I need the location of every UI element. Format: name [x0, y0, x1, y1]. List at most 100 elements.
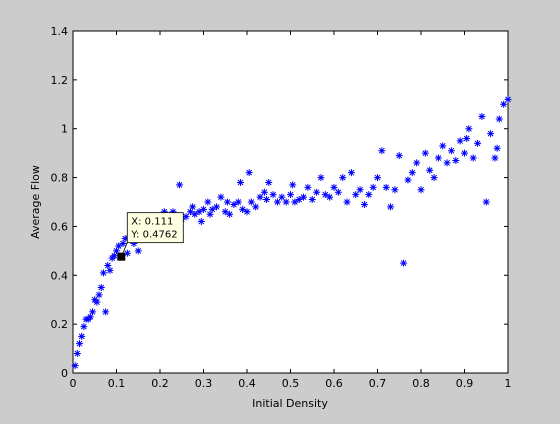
data-point	[169, 208, 177, 216]
data-point	[365, 191, 373, 199]
data-point	[491, 154, 499, 162]
data-point	[206, 210, 214, 218]
x-tick-label: 1	[505, 377, 512, 390]
y-tick-label: 0.4	[51, 269, 69, 282]
data-point	[119, 240, 127, 248]
data-point	[295, 196, 303, 204]
data-point	[382, 183, 390, 191]
data-point	[80, 323, 88, 331]
data-point	[236, 178, 244, 186]
data-point	[265, 178, 273, 186]
data-point	[287, 191, 294, 199]
data-point	[234, 198, 242, 206]
data-point	[404, 176, 412, 184]
data-point	[89, 308, 97, 316]
data-point	[495, 115, 503, 123]
data-point	[245, 169, 253, 177]
data-point	[474, 139, 482, 147]
x-tick-label: 0.4	[238, 377, 256, 390]
data-point	[189, 203, 197, 211]
data-point	[102, 308, 110, 316]
y-tick-label: 0.6	[51, 220, 69, 233]
x-tick-label: 0.9	[456, 377, 474, 390]
data-point	[304, 183, 312, 191]
datatip-box[interactable]	[126, 212, 184, 244]
data-point	[134, 247, 142, 255]
data-point	[239, 205, 247, 213]
data-point	[113, 247, 120, 255]
data-point	[97, 284, 105, 291]
data-point	[289, 181, 297, 189]
data-point	[313, 188, 321, 196]
data-point	[360, 200, 368, 208]
data-point	[339, 174, 347, 182]
data-point	[413, 159, 421, 167]
data-point	[123, 249, 131, 257]
data-point	[115, 242, 123, 250]
data-point	[352, 191, 360, 199]
data-point	[400, 259, 408, 267]
data-point	[99, 269, 107, 277]
data-point	[256, 193, 264, 201]
x-axis: 0 0.1 0.2 0.3 0.4 0.5 0.6 0.7 0.8 0.9 1	[70, 31, 512, 390]
data-point	[200, 205, 207, 213]
data-point	[334, 188, 342, 196]
data-point	[461, 149, 468, 157]
data-point	[78, 332, 86, 340]
datatip[interactable]: X: 0.111 Y: 0.4762	[117, 212, 184, 261]
data-point	[439, 142, 447, 150]
data-point	[465, 125, 473, 133]
data-point	[504, 95, 512, 103]
data-point	[104, 262, 112, 270]
data-point	[291, 198, 299, 206]
y-tick-label: 1	[61, 123, 68, 136]
data-point	[391, 186, 399, 194]
x-tick-label: 0.5	[282, 377, 300, 390]
y-tick-label: 1.4	[51, 25, 69, 38]
data-point	[369, 183, 377, 191]
data-point	[343, 198, 351, 206]
data-point	[204, 198, 212, 206]
data-point	[395, 152, 403, 160]
data-point	[426, 166, 434, 174]
data-point	[469, 154, 477, 162]
data-point	[208, 205, 216, 213]
x-axis-label: Initial Density	[252, 397, 328, 410]
data-point	[387, 203, 395, 211]
x-tick-label: 0.7	[369, 377, 387, 390]
datatip-y-text: Y: 0.4762	[130, 230, 177, 241]
data-point	[226, 210, 234, 218]
data-point	[130, 240, 138, 248]
data-point	[86, 313, 94, 321]
data-point	[408, 169, 416, 177]
data-point	[263, 196, 271, 204]
data-point	[176, 181, 184, 189]
data-point	[500, 100, 508, 108]
data-point	[71, 362, 79, 370]
x-tick-label: 0.8	[412, 377, 430, 390]
y-tick-label: 1.2	[51, 74, 69, 87]
datatip-marker[interactable]	[117, 252, 126, 261]
y-axis: 0 0.2 0.4 0.6 0.8 1 1.2 1.4	[51, 25, 508, 380]
data-point	[417, 186, 425, 194]
data-point	[160, 208, 168, 216]
data-point	[247, 198, 255, 206]
data-point	[221, 208, 229, 216]
data-point	[243, 208, 251, 216]
y-tick-label: 0	[61, 367, 68, 380]
data-point	[356, 186, 364, 194]
data-point	[121, 235, 129, 243]
data-point	[487, 130, 495, 138]
x-tick-label: 0.2	[151, 377, 169, 390]
data-point	[186, 208, 194, 216]
data-point	[447, 147, 455, 155]
data-point	[95, 291, 103, 299]
data-point	[252, 203, 260, 211]
data-point	[482, 198, 490, 206]
x-tick-label: 0	[70, 377, 77, 390]
data-point	[217, 193, 225, 201]
data-point	[421, 149, 429, 157]
data-point	[374, 174, 381, 182]
data-point	[230, 200, 238, 208]
data-point	[347, 169, 355, 177]
